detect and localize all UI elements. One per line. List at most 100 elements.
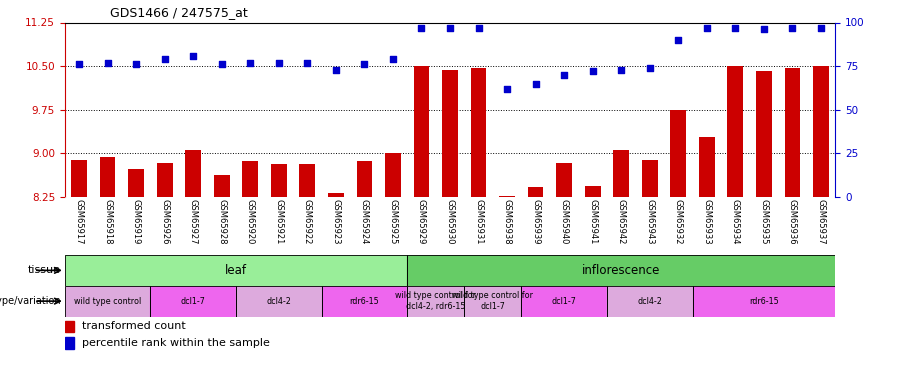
Point (699, 25, 714, 31)
Text: GSM65923: GSM65923 (331, 199, 340, 245)
Bar (271, 164, 286, 197)
Point (414, 25, 428, 31)
Bar (670, 110, 686, 197)
Bar (464, 286, 521, 316)
Text: GSM65928: GSM65928 (217, 199, 226, 245)
Text: GSM65924: GSM65924 (360, 199, 369, 244)
Text: GSM65920: GSM65920 (246, 199, 255, 244)
Text: GSM65938: GSM65938 (502, 199, 511, 245)
Bar (414, 66, 429, 197)
Text: dcl4-2: dcl4-2 (266, 297, 292, 306)
Point (158, 56, 172, 62)
Text: GSM65919: GSM65919 (131, 199, 140, 244)
Text: GSM65927: GSM65927 (189, 199, 198, 245)
Bar (407, 286, 464, 316)
Bar (527, 187, 544, 197)
Bar (521, 286, 607, 316)
Text: transformed count: transformed count (82, 321, 186, 332)
Point (557, 72, 572, 78)
Text: GSM65929: GSM65929 (417, 199, 426, 244)
Bar (150, 286, 236, 316)
Text: rdr6-15: rdr6-15 (749, 297, 778, 306)
Text: GSM65918: GSM65918 (104, 199, 112, 245)
Bar (65, 321, 75, 332)
Point (214, 62, 229, 68)
Text: GSM65930: GSM65930 (446, 199, 454, 245)
Point (757, 27, 771, 33)
Bar (385, 153, 400, 197)
Text: GSM65932: GSM65932 (674, 199, 683, 245)
Point (671, 37, 686, 43)
Bar (692, 286, 835, 316)
Text: genotype/variation: genotype/variation (0, 296, 61, 306)
Bar (442, 70, 458, 197)
Bar (236, 286, 321, 316)
Bar (65, 286, 150, 316)
Text: GSM65937: GSM65937 (816, 199, 825, 245)
Bar (71, 160, 87, 197)
Text: dcl4-2: dcl4-2 (637, 297, 662, 306)
Text: tissue: tissue (28, 266, 61, 275)
Bar (65, 255, 407, 286)
Text: GSM65935: GSM65935 (760, 199, 769, 245)
Bar (607, 286, 692, 316)
Bar (242, 161, 258, 197)
Bar (65, 337, 75, 349)
Bar (321, 286, 407, 316)
Point (528, 81, 543, 87)
Bar (129, 169, 144, 197)
Bar (585, 186, 600, 197)
Text: inflorescence: inflorescence (582, 264, 661, 277)
Bar (407, 286, 464, 316)
Text: GSM65917: GSM65917 (75, 199, 84, 245)
Text: GSM65940: GSM65940 (560, 199, 569, 244)
Text: GSM65939: GSM65939 (531, 199, 540, 245)
Bar (471, 68, 486, 197)
Point (272, 60, 286, 66)
Point (186, 53, 201, 58)
Bar (756, 71, 771, 197)
Bar (407, 255, 835, 286)
Bar (813, 66, 829, 197)
Point (586, 68, 600, 74)
Point (357, 62, 372, 68)
Bar (65, 255, 407, 286)
Point (814, 25, 828, 31)
Text: GSM65933: GSM65933 (702, 199, 711, 245)
Bar (328, 193, 344, 197)
Point (129, 62, 143, 68)
Bar (785, 68, 800, 197)
Text: GSM65925: GSM65925 (389, 199, 398, 244)
Point (728, 25, 742, 31)
Text: GSM65931: GSM65931 (474, 199, 483, 245)
Bar (464, 286, 521, 316)
Bar (614, 150, 629, 197)
Bar (100, 158, 115, 197)
Bar (356, 161, 373, 197)
Point (614, 67, 628, 73)
Point (472, 25, 486, 31)
Text: rdr6-15: rdr6-15 (349, 297, 379, 306)
Point (72, 62, 86, 68)
Text: dcl1-7: dcl1-7 (552, 297, 577, 306)
Point (643, 65, 657, 71)
Point (443, 25, 457, 31)
Text: GSM65941: GSM65941 (589, 199, 598, 244)
Text: GSM65943: GSM65943 (645, 199, 654, 245)
Bar (150, 286, 236, 316)
Text: GSM65921: GSM65921 (274, 199, 284, 244)
Point (101, 60, 115, 66)
Bar (642, 160, 658, 197)
Point (785, 25, 799, 31)
Text: percentile rank within the sample: percentile rank within the sample (82, 338, 270, 348)
Point (243, 60, 257, 66)
Text: GSM65926: GSM65926 (160, 199, 169, 245)
Bar (607, 286, 692, 316)
Point (500, 86, 514, 92)
Bar (214, 176, 230, 197)
Bar (556, 163, 572, 197)
Bar (157, 163, 173, 197)
Text: GDS1466 / 247575_at: GDS1466 / 247575_at (110, 6, 248, 19)
Point (386, 56, 400, 62)
Text: GSM65936: GSM65936 (788, 199, 796, 245)
